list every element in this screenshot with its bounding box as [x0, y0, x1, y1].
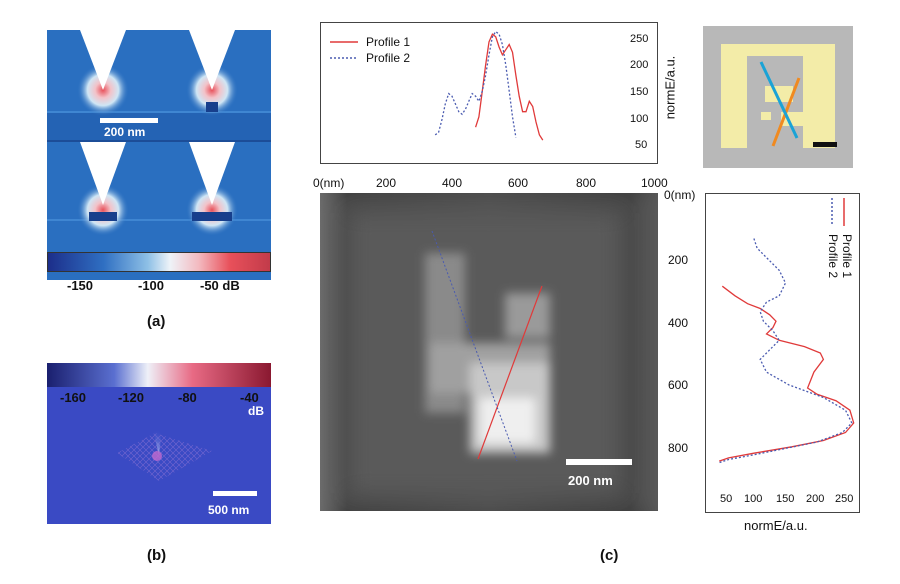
top-axis-tick-200: 200: [376, 176, 397, 190]
tip-2: [189, 30, 235, 90]
top-profile-svg: [434, 30, 544, 141]
panel-a: [47, 30, 271, 280]
top-series-profile-2: [434, 30, 517, 138]
image-scale-text: 200 nm: [568, 473, 613, 488]
panel-b: [47, 363, 271, 524]
right-x-tick-250: 250: [835, 493, 854, 505]
right-x-label: normE/a.u.: [744, 518, 808, 533]
right-series-profile-2: [718, 238, 853, 464]
inset-schematic: [703, 26, 853, 168]
image-scale-bar: [566, 459, 632, 465]
colorbar-b-tick-4: -40: [240, 390, 259, 405]
right-x-tick-150: 150: [776, 493, 795, 505]
inset-schematic-svg: [703, 26, 853, 168]
hotspot-4: [186, 184, 238, 236]
hotspot-b: [152, 451, 162, 461]
colorbar-a-tick-1: -150: [67, 278, 94, 293]
colorbar-b-tick-1: -160: [60, 390, 87, 405]
legend-right: [831, 198, 845, 226]
image-profile-1-line: [477, 285, 543, 460]
right-axis-tick-600: 600: [668, 378, 689, 392]
right-profile-svg: [718, 238, 855, 464]
top-y-tick-150: 150: [630, 86, 649, 98]
legend-top: [330, 41, 358, 59]
near-field-image-svg: [320, 193, 658, 511]
tip-4: [189, 142, 235, 205]
right-axis-tick-400: 400: [668, 316, 689, 330]
tip-cone: [151, 423, 163, 455]
scale-bar-a: [100, 118, 158, 123]
top-y-tick-100: 100: [630, 113, 649, 125]
top-y-tick-200: 200: [630, 59, 649, 71]
top-y-tick-250: 250: [630, 33, 649, 45]
right-series-profile-1: [718, 285, 855, 462]
legend-top-profile-2: Profile 2: [366, 51, 411, 65]
right-axis-tick-800: 800: [668, 441, 689, 455]
simulation-3d-map: [47, 363, 271, 524]
colorbar-b: [47, 363, 271, 387]
top-axis-tick-0: 0(nm): [313, 176, 345, 190]
legend-top-profile-1: Profile 1: [366, 35, 411, 49]
top-axis-tick-400: 400: [442, 176, 463, 190]
top-axis-tick-1000: 1000: [641, 176, 668, 190]
legend-right-profile-2: Profile 2: [826, 234, 840, 279]
panel-label-c: (c): [600, 547, 619, 564]
top-y-label: normE/a.u.: [662, 55, 678, 120]
top-profile-plot: [320, 22, 658, 164]
right-x-tick-50: 50: [720, 493, 733, 505]
image-profile-2-line: [431, 230, 518, 462]
inset-profile-2-line: [759, 61, 799, 139]
tip-1: [80, 30, 126, 90]
right-axis-tick-200: 200: [668, 253, 689, 267]
colorbar-a-tick-2: -100: [138, 278, 165, 293]
panel-label-b: (b): [147, 547, 167, 564]
substrate-mesh: [117, 433, 212, 481]
right-axis-tick-0: 0(nm): [664, 188, 696, 202]
top-axis-tick-800: 800: [576, 176, 597, 190]
colorbar-b-unit: dB: [248, 404, 264, 418]
scale-text-b: 500 nm: [208, 503, 250, 517]
legend-right-profile-1: Profile 1: [840, 234, 854, 279]
colorbar-b-tick-2: -120: [118, 390, 145, 405]
panel-label-a: (a): [147, 313, 166, 330]
right-x-tick-100: 100: [744, 493, 763, 505]
right-x-tick-200: 200: [806, 493, 825, 505]
simulation-field-maps: [47, 30, 271, 280]
near-field-image: [320, 193, 658, 511]
scale-bar-b: [213, 491, 257, 496]
colorbar-a-tick-3: -50 dB: [200, 278, 240, 293]
hotspot-3: [77, 184, 129, 236]
scale-text-a: 200 nm: [104, 125, 146, 139]
top-y-tick-50: 50: [635, 139, 648, 151]
right-profile-plot: [705, 193, 860, 513]
colorbar-b-tick-3: -80: [178, 390, 197, 405]
tip-3: [80, 142, 126, 205]
colorbar-a: [47, 252, 271, 272]
top-series-profile-1: [474, 33, 544, 141]
top-axis-tick-600: 600: [508, 176, 529, 190]
inset-scale-bar: [813, 142, 837, 147]
